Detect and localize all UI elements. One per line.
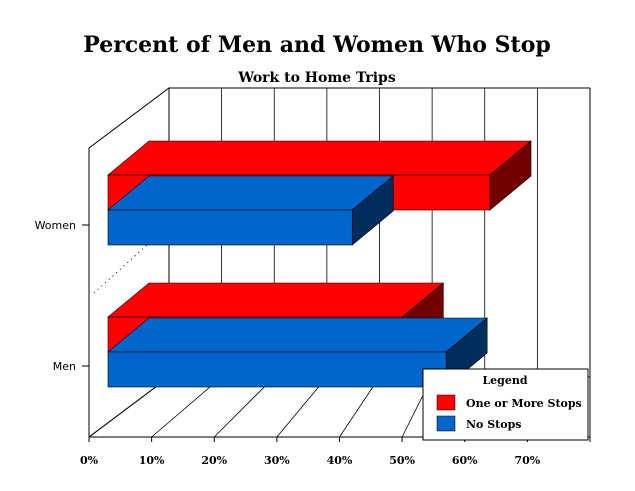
bar-top-one-or-more-stops-women — [107, 140, 532, 176]
x-tick-label: 0% — [80, 454, 99, 467]
bar-top-one-or-more-stops-men — [107, 282, 445, 318]
legend-swatch-no-stops — [436, 415, 456, 432]
bar-no-stops-men — [107, 351, 447, 388]
plot-area: 0% 10% 20% 30% 40% 50% 60% 70% Women Men — [35, 87, 591, 467]
bar-no-stops-women — [107, 209, 353, 246]
x-tick-label: 40% — [327, 454, 353, 467]
x-tick-label: 70% — [514, 454, 540, 467]
x-tick-label: 60% — [452, 454, 478, 467]
x-tick-label: 30% — [264, 454, 290, 467]
chart-title: Percent of Men and Women Who Stop — [83, 32, 551, 58]
x-tick-label: 50% — [389, 454, 415, 467]
x-tick-label: 20% — [201, 454, 227, 467]
bar-top-no-stops-men — [107, 317, 489, 353]
x-tick-label: 10% — [139, 454, 165, 467]
bar-top-no-stops-women — [107, 175, 395, 211]
y-tick-label: Men — [53, 360, 76, 373]
category-separator — [93, 244, 148, 294]
y-tick-label: Women — [35, 219, 76, 232]
legend: Legend One or More Stops No Stops — [422, 368, 589, 441]
legend-swatch-one-or-more-stops — [436, 394, 456, 411]
legend-label-one-or-more-stops: One or More Stops — [466, 397, 582, 410]
legend-title: Legend — [482, 374, 527, 387]
legend-label-no-stops: No Stops — [466, 418, 521, 431]
chart-subtitle: Work to Home Trips — [237, 70, 396, 86]
